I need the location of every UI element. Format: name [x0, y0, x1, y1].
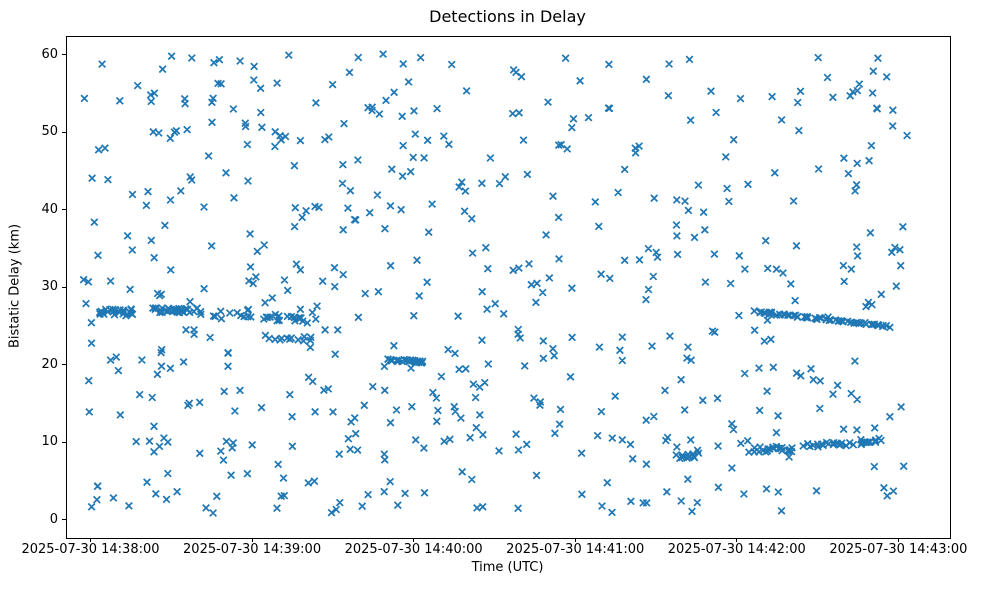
detection-points	[79, 50, 912, 517]
x-tick-label: 2025-07-30 14:42:00	[667, 542, 806, 557]
x-tick-mark	[574, 538, 576, 542]
x-tick-mark	[413, 538, 415, 542]
y-tick-mark	[62, 519, 66, 521]
scatter-markers	[79, 50, 912, 517]
y-tick-label: 60	[41, 46, 58, 62]
y-tick-mark	[62, 54, 66, 56]
x-axis-label: Time (UTC)	[471, 560, 544, 575]
x-tick-label: 2025-07-30 14:39:00	[183, 542, 322, 557]
x-tick-mark	[90, 538, 91, 542]
y-tick-mark	[62, 286, 66, 288]
y-tick-label: 40	[41, 201, 58, 217]
chart-title: Detections in Delay	[429, 7, 586, 26]
x-tick-label: 2025-07-30 14:40:00	[344, 542, 483, 557]
x-tick-label: 2025-07-30 14:41:00	[506, 542, 645, 557]
y-tick-mark	[62, 441, 66, 443]
y-tick-mark	[62, 364, 66, 366]
x-tick-label: 2025-07-30 14:38:00	[21, 542, 160, 557]
x-tick-label: 2025-07-30 14:43:00	[829, 542, 968, 557]
y-tick-label: 20	[41, 356, 58, 372]
x-tick-mark	[736, 538, 738, 542]
x-tick-mark	[897, 538, 899, 542]
y-tick-label: 0	[49, 511, 58, 527]
y-tick-label: 50	[41, 124, 58, 140]
y-tick-label: 30	[41, 279, 58, 295]
y-tick-mark	[62, 209, 66, 211]
x-tick-mark	[251, 538, 253, 542]
plot-area	[66, 36, 951, 539]
y-tick-mark	[62, 131, 66, 133]
y-tick-label: 10	[41, 434, 58, 450]
